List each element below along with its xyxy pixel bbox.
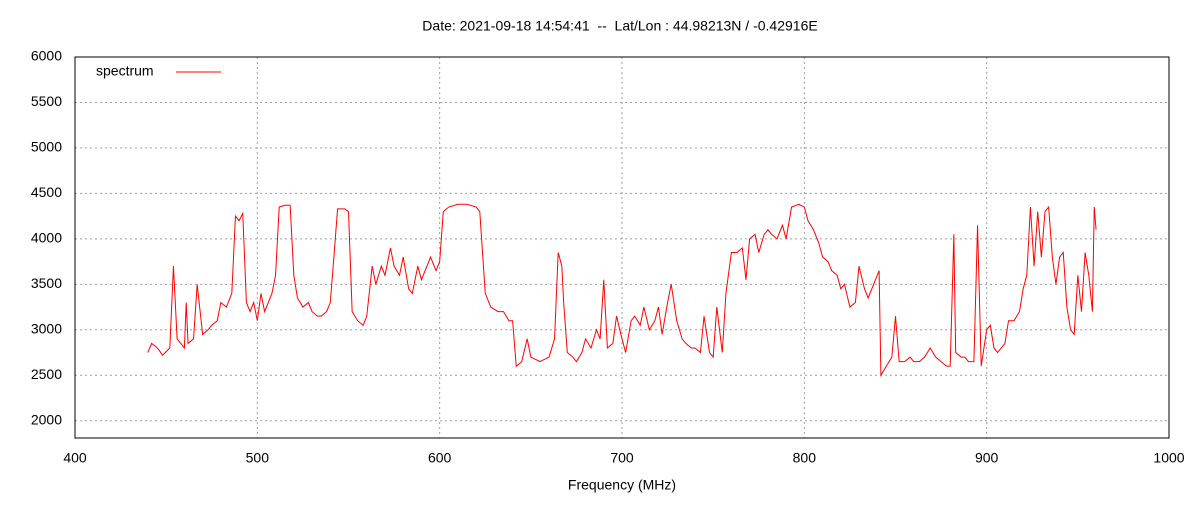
series-line	[147, 203, 1097, 378]
x-tick-label: 500	[246, 450, 270, 466]
x-tick-label: 900	[975, 450, 999, 466]
x-tick-label: 700	[610, 450, 634, 466]
y-tick-label: 3000	[31, 320, 62, 336]
y-tick-label: 5000	[31, 139, 62, 155]
y-tick-label: 2500	[31, 366, 62, 382]
plot-frame	[74, 56, 1170, 439]
y-tick-label: 5500	[31, 93, 62, 109]
chart-title: Date: 2021-09-18 14:54:41 -- Lat/Lon : 4…	[422, 18, 817, 34]
x-tick-label: 600	[428, 450, 452, 466]
y-tick-label: 3500	[31, 275, 62, 291]
y-tick-label: 2000	[31, 411, 62, 427]
y-tick-label: 4500	[31, 184, 62, 200]
x-tick-label: 1000	[1153, 450, 1184, 466]
x-tick-label: 800	[793, 450, 817, 466]
y-tick-label: 6000	[31, 48, 62, 64]
x-tick-label: 400	[63, 450, 87, 466]
x-axis-label: Frequency (MHz)	[568, 477, 676, 493]
legend-label: spectrum	[96, 63, 154, 79]
y-tick-label: 4000	[31, 230, 62, 246]
